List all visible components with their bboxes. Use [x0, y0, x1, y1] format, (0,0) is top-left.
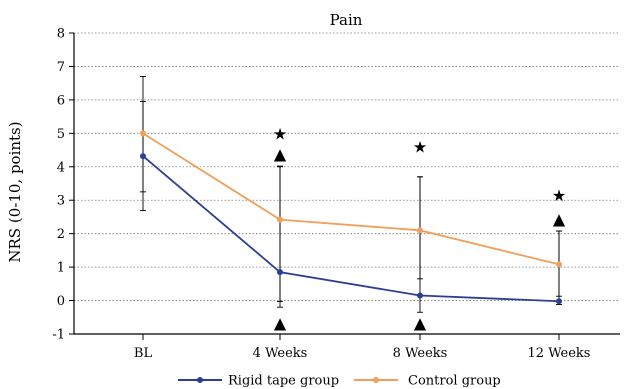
legend-label: Control group	[408, 374, 501, 389]
x-tick-label: BL	[134, 346, 153, 361]
y-axis-label: NRS (0-10, points)	[6, 121, 24, 262]
error-bars	[140, 76, 562, 313]
significance-markers: ★▲▲★▲★▲	[273, 124, 566, 332]
legend-swatch-marker	[373, 377, 379, 383]
y-tick-label: -1	[52, 328, 65, 343]
legend: Rigid tape group Control group	[178, 374, 501, 389]
data-point	[277, 269, 283, 276]
y-tick-label: 8	[57, 27, 65, 42]
y-tick-label: 5	[57, 127, 65, 142]
x-tick-label: 8 Weeks	[393, 346, 448, 361]
data-point	[556, 261, 562, 268]
y-ticks: -1 0 1 2 3 4 5 6 7 8	[52, 27, 74, 343]
y-tick-label: 1	[57, 261, 65, 276]
significance-triangle: ▲	[274, 144, 287, 163]
data-point	[556, 298, 562, 305]
gridlines	[74, 32, 620, 301]
chart-title: Pain	[330, 11, 363, 29]
series-lines	[142, 132, 560, 303]
y-tick-label: 2	[57, 227, 65, 242]
significance-triangle: ▲	[553, 210, 566, 229]
y-tick-label: 6	[57, 93, 65, 108]
y-tick-label: 3	[57, 194, 65, 209]
axes	[73, 33, 620, 335]
x-tick-label: 4 Weeks	[253, 346, 308, 361]
significance-star: ★	[413, 138, 427, 157]
data-point	[417, 227, 423, 234]
significance-star: ★	[552, 186, 566, 205]
significance-triangle: ▲	[274, 313, 287, 332]
data-point	[140, 153, 146, 160]
y-tick-label: 7	[57, 60, 65, 75]
series-line	[142, 132, 560, 266]
significance-star: ★	[273, 124, 287, 143]
data-point	[417, 292, 423, 299]
data-points	[140, 130, 562, 305]
x-ticks: BL 4 Weeks 8 Weeks 12 Weeks	[134, 334, 591, 361]
y-tick-label: 0	[57, 294, 65, 309]
series-line	[142, 155, 560, 303]
legend-swatch-marker	[197, 377, 203, 383]
legend-label: Rigid tape group	[228, 374, 339, 389]
data-point	[277, 216, 283, 223]
significance-triangle: ▲	[414, 313, 427, 332]
y-tick-label: 4	[57, 160, 65, 175]
x-tick-label: 12 Weeks	[528, 346, 591, 361]
data-point	[140, 130, 146, 137]
